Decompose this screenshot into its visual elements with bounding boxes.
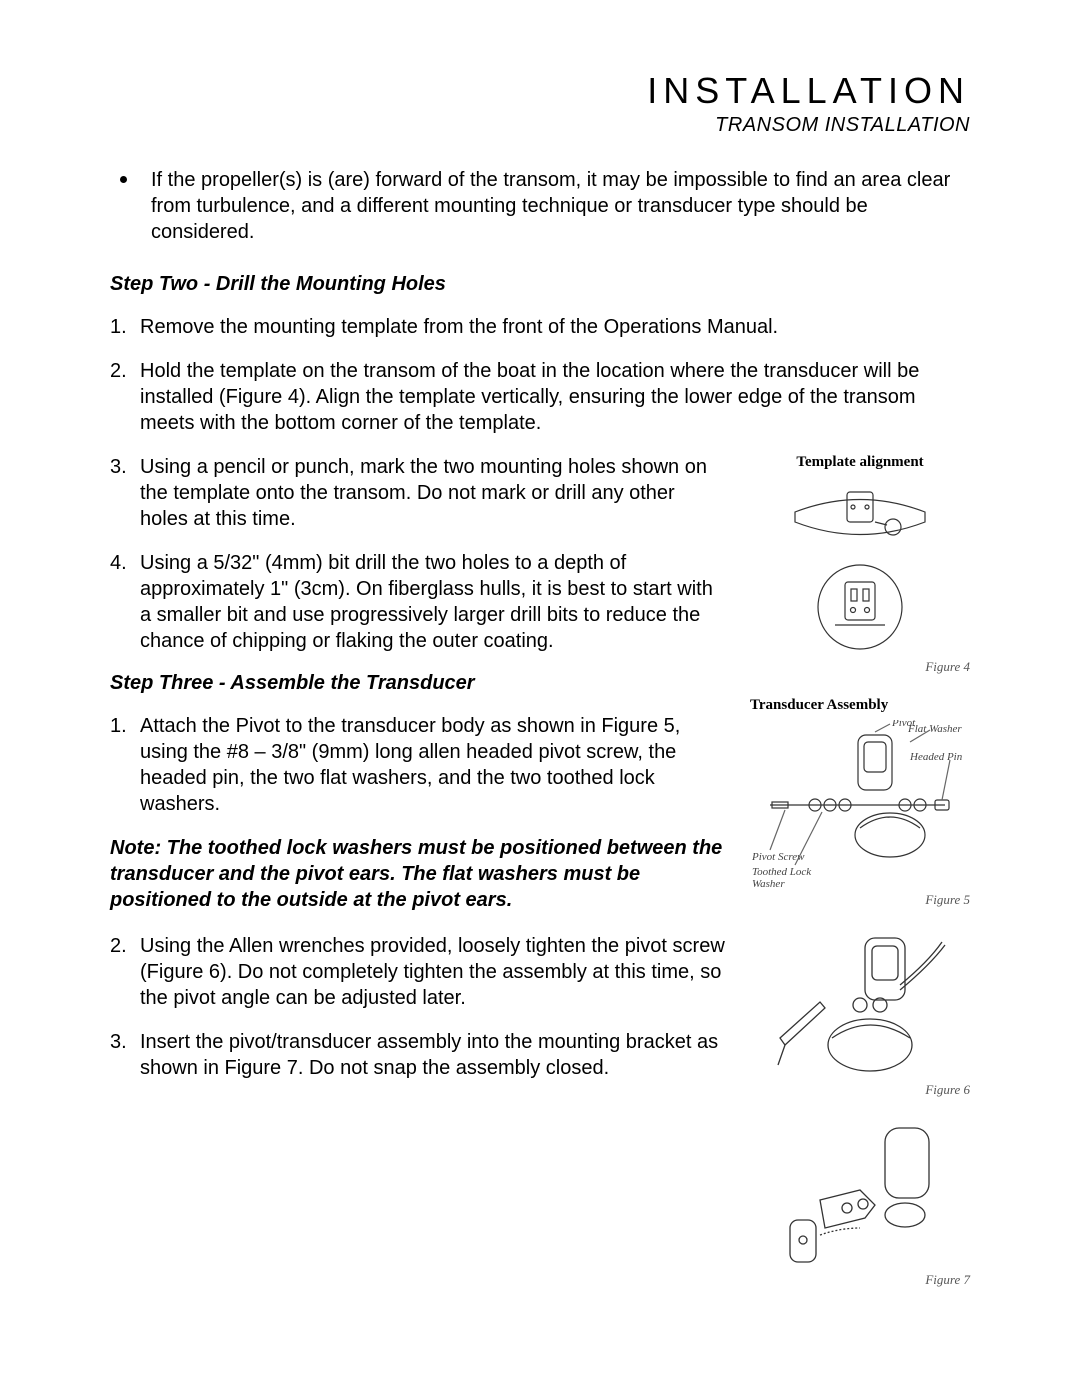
left-column: 3. Using a pencil or punch, mark the two…: [110, 454, 726, 1310]
step-two-list-top: 1. Remove the mounting template from the…: [110, 314, 970, 436]
figure-4-title: Template alignment: [750, 454, 970, 471]
intro-bullet: If the propeller(s) is (are) forward of …: [120, 167, 970, 245]
step-three-list-bottom: 2. Using the Allen wrenches provided, lo…: [110, 933, 726, 1081]
step-three-list-top: 1. Attach the Pivot to the transducer bo…: [110, 713, 726, 817]
page-subtitle: TRANSOM INSTALLATION: [110, 114, 970, 137]
list-text: Hold the template on the transom of the …: [140, 358, 970, 436]
list-item: 1. Attach the Pivot to the transducer bo…: [110, 713, 726, 817]
list-number: 1.: [110, 314, 140, 340]
label-flat-washer: Flat Washer: [907, 723, 962, 735]
list-number: 4.: [110, 550, 140, 576]
step-three-heading: Step Three - Assemble the Transducer: [110, 672, 726, 695]
figure-7-illustration: [765, 1120, 955, 1270]
list-item: 2. Using the Allen wrenches provided, lo…: [110, 933, 726, 1011]
list-number: 3.: [110, 1029, 140, 1055]
list-item: 3. Insert the pivot/transducer assembly …: [110, 1029, 726, 1081]
list-text: Using a 5/32" (4mm) bit drill the two ho…: [140, 550, 726, 654]
figure-5: Transducer Assembly: [750, 697, 970, 908]
figure-5-title: Transducer Assembly: [750, 697, 970, 714]
two-column-area: 3. Using a pencil or punch, mark the two…: [110, 454, 970, 1310]
figure-6-caption: Figure 6: [750, 1082, 970, 1098]
list-item: 1. Remove the mounting template from the…: [110, 314, 970, 340]
figure-4-illustration: [775, 477, 945, 657]
intro-bullet-text: If the propeller(s) is (are) forward of …: [151, 167, 970, 245]
list-number: 3.: [110, 454, 140, 480]
step-two-list-bottom: 3. Using a pencil or punch, mark the two…: [110, 454, 726, 654]
list-text: Using a pencil or punch, mark the two mo…: [140, 454, 726, 532]
figure-4: Template alignment: [750, 454, 970, 675]
list-text: Attach the Pivot to the transducer body …: [140, 713, 726, 817]
figure-4-caption: Figure 4: [750, 659, 970, 675]
label-pivot-screw: Pivot Screw: [751, 851, 805, 863]
label-washer: Washer: [752, 878, 785, 890]
list-item: 3. Using a pencil or punch, mark the two…: [110, 454, 726, 532]
page-title: INSTALLATION: [110, 70, 970, 112]
list-item: 2. Hold the template on the transom of t…: [110, 358, 970, 436]
label-toothed-lock: Toothed Lock: [752, 866, 812, 878]
figure-6-illustration: [770, 930, 950, 1080]
label-headed-pin: Headed Pin: [909, 751, 963, 763]
list-item: 4. Using a 5/32" (4mm) bit drill the two…: [110, 550, 726, 654]
figure-7-caption: Figure 7: [750, 1272, 970, 1288]
bullet-icon: [120, 176, 127, 183]
figure-6: Figure 6: [750, 930, 970, 1098]
step-two-heading: Step Two - Drill the Mounting Holes: [110, 273, 970, 296]
figure-5-caption: Figure 5: [750, 892, 970, 908]
figure-7: Figure 7: [750, 1120, 970, 1288]
figure-5-illustration: Pivot Flat Washer Headed Pin Pivot Screw…: [750, 720, 970, 890]
list-text: Using the Allen wrenches provided, loose…: [140, 933, 726, 1011]
list-number: 2.: [110, 358, 140, 384]
right-column-figures: Template alignment: [750, 454, 970, 1310]
page-header: INSTALLATION TRANSOM INSTALLATION: [110, 70, 970, 137]
list-number: 1.: [110, 713, 140, 739]
step-three-note: Note: The toothed lock washers must be p…: [110, 835, 726, 913]
list-number: 2.: [110, 933, 140, 959]
list-text: Remove the mounting template from the fr…: [140, 314, 970, 340]
list-text: Insert the pivot/transducer assembly int…: [140, 1029, 726, 1081]
